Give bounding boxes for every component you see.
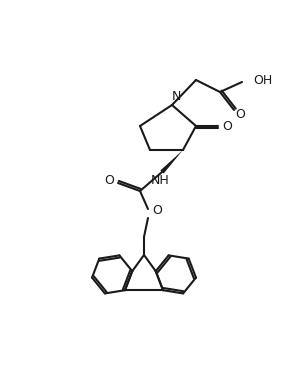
Text: NH: NH (151, 175, 169, 187)
Text: O: O (152, 204, 162, 217)
Polygon shape (160, 150, 183, 173)
Text: N: N (171, 89, 181, 103)
Text: O: O (104, 173, 114, 187)
Text: O: O (222, 120, 232, 132)
Text: OH: OH (253, 74, 272, 87)
Text: O: O (235, 108, 245, 120)
